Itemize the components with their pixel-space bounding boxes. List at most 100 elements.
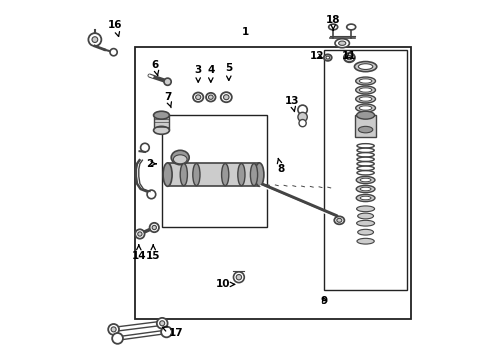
Text: 18: 18 <box>326 15 341 30</box>
Circle shape <box>164 78 171 85</box>
Ellipse shape <box>356 95 375 103</box>
Ellipse shape <box>153 126 170 134</box>
Ellipse shape <box>233 272 245 283</box>
Ellipse shape <box>171 150 189 165</box>
Ellipse shape <box>347 55 352 60</box>
Ellipse shape <box>359 97 372 101</box>
Text: 16: 16 <box>108 20 122 36</box>
Ellipse shape <box>344 53 355 62</box>
Text: 8: 8 <box>277 158 285 174</box>
Ellipse shape <box>236 274 242 280</box>
Ellipse shape <box>221 163 229 186</box>
Text: 17: 17 <box>163 327 184 338</box>
Ellipse shape <box>360 187 371 191</box>
Circle shape <box>88 33 101 46</box>
Ellipse shape <box>193 93 203 102</box>
Ellipse shape <box>339 41 346 45</box>
Text: 5: 5 <box>225 63 232 80</box>
Ellipse shape <box>335 39 349 48</box>
Ellipse shape <box>347 24 356 30</box>
Ellipse shape <box>208 95 213 99</box>
Ellipse shape <box>356 185 375 193</box>
Ellipse shape <box>196 95 201 100</box>
Ellipse shape <box>356 104 375 112</box>
Ellipse shape <box>357 157 374 162</box>
Circle shape <box>298 112 307 122</box>
Ellipse shape <box>356 86 375 94</box>
Ellipse shape <box>238 163 245 186</box>
Ellipse shape <box>359 88 372 92</box>
Ellipse shape <box>329 24 338 30</box>
Ellipse shape <box>324 54 332 61</box>
Ellipse shape <box>173 155 187 164</box>
Circle shape <box>92 37 98 42</box>
Circle shape <box>149 223 159 232</box>
Ellipse shape <box>250 163 258 186</box>
Bar <box>162 115 267 227</box>
Ellipse shape <box>153 111 170 119</box>
Ellipse shape <box>206 93 216 102</box>
Text: 10: 10 <box>216 279 235 289</box>
Circle shape <box>112 333 123 344</box>
Ellipse shape <box>326 56 330 59</box>
Ellipse shape <box>337 218 342 222</box>
Text: 14: 14 <box>131 245 146 261</box>
Circle shape <box>298 105 307 114</box>
Ellipse shape <box>357 148 374 153</box>
Circle shape <box>108 324 119 335</box>
Ellipse shape <box>357 220 374 226</box>
Text: 6: 6 <box>151 60 159 76</box>
Ellipse shape <box>356 176 375 184</box>
Text: 9: 9 <box>320 296 328 306</box>
Ellipse shape <box>223 95 229 100</box>
Ellipse shape <box>163 163 172 186</box>
Circle shape <box>161 327 172 337</box>
Ellipse shape <box>360 178 371 182</box>
Circle shape <box>110 49 117 56</box>
Bar <box>168 163 259 186</box>
Ellipse shape <box>359 79 372 83</box>
Ellipse shape <box>360 196 371 200</box>
Circle shape <box>160 321 165 326</box>
Text: 3: 3 <box>195 65 202 82</box>
Circle shape <box>111 327 116 332</box>
Ellipse shape <box>357 144 374 148</box>
Ellipse shape <box>357 166 374 171</box>
Ellipse shape <box>356 77 375 85</box>
Ellipse shape <box>358 213 373 219</box>
Ellipse shape <box>334 216 344 224</box>
Ellipse shape <box>354 62 377 72</box>
Ellipse shape <box>358 229 373 235</box>
Text: 7: 7 <box>164 92 171 108</box>
Text: 13: 13 <box>285 96 299 112</box>
Circle shape <box>157 318 168 329</box>
Circle shape <box>152 225 156 230</box>
Ellipse shape <box>357 111 374 119</box>
Text: 15: 15 <box>146 245 160 261</box>
Bar <box>355 115 376 137</box>
Ellipse shape <box>357 153 374 157</box>
Circle shape <box>299 120 306 127</box>
Text: 11: 11 <box>342 51 357 61</box>
Circle shape <box>138 232 142 236</box>
Ellipse shape <box>220 92 232 102</box>
Ellipse shape <box>357 162 374 166</box>
Bar <box>153 115 170 130</box>
Text: 2: 2 <box>146 159 156 169</box>
Text: 4: 4 <box>207 65 215 82</box>
Bar <box>324 50 407 290</box>
Ellipse shape <box>255 163 264 186</box>
Text: 1: 1 <box>242 27 248 37</box>
Ellipse shape <box>193 163 200 186</box>
Ellipse shape <box>356 194 375 202</box>
Ellipse shape <box>357 206 374 212</box>
Bar <box>135 47 411 319</box>
Text: 12: 12 <box>310 51 324 61</box>
Circle shape <box>147 190 156 199</box>
Ellipse shape <box>358 126 373 133</box>
Circle shape <box>135 229 145 239</box>
Ellipse shape <box>180 163 187 186</box>
Circle shape <box>141 143 149 152</box>
Ellipse shape <box>359 106 372 110</box>
Ellipse shape <box>358 64 373 69</box>
